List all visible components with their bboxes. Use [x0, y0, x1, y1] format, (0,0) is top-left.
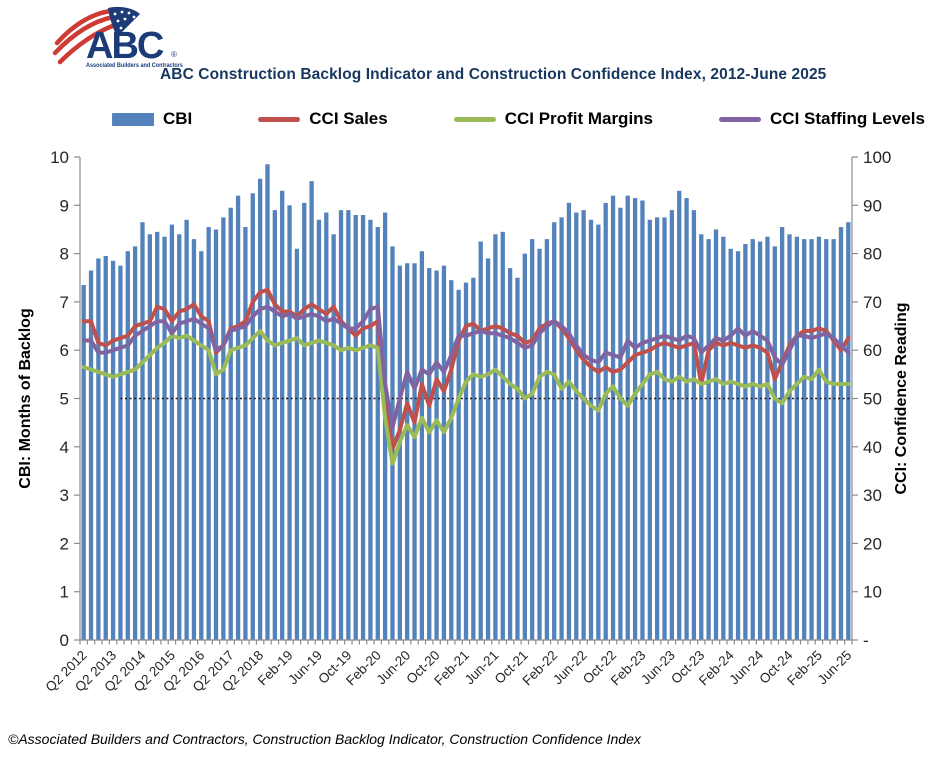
svg-text:60: 60	[863, 341, 882, 360]
chart-area: 0 1 2 3 4 5 6 7 8 9 10 - 10 20 30 40 50 60 70 80 90 100 Q2 201…	[0, 140, 936, 728]
flag-icon	[52, 6, 140, 65]
svg-text:40: 40	[863, 438, 882, 457]
svg-text:-: -	[863, 631, 869, 650]
legend-item-cbi: CBI	[112, 109, 192, 129]
svg-text:4: 4	[60, 438, 69, 457]
legend: CBI CCI Sales CCI Profit Margins CCI Sta…	[112, 109, 925, 129]
chart-svg: 0 1 2 3 4 5 6 7 8 9 10 - 10 20 30 40 50 60 70 80 90 100 Q2 201…	[17, 148, 910, 695]
svg-text:70: 70	[863, 293, 882, 312]
svg-text:3: 3	[60, 486, 69, 505]
svg-text:20: 20	[863, 534, 882, 553]
cbi-bars	[81, 164, 851, 641]
right-axis-tick-labels: - 10 20 30 40 50 60 70 80 90 100	[863, 148, 891, 650]
svg-text:1: 1	[60, 583, 69, 602]
legend-item-label: CBI	[163, 109, 193, 128]
svg-text:90: 90	[863, 196, 882, 215]
svg-text:5: 5	[60, 390, 69, 409]
cci-profit-margins-line-swatch-icon	[453, 116, 496, 122]
logo-text: ABC	[86, 25, 164, 67]
right-axis-title: CCI: Confidence Reading	[893, 302, 910, 494]
svg-text:80: 80	[863, 245, 882, 264]
cci-sales-line-swatch-icon	[258, 116, 301, 122]
legend-item-label: CCI Staffing Levels	[770, 109, 925, 128]
left-axis-title: CBI: Months of Backlog	[17, 308, 34, 488]
svg-text:0: 0	[60, 631, 69, 650]
svg-text:10: 10	[863, 583, 882, 602]
cci-staffing-levels-line	[81, 304, 851, 430]
cci-staffing-levels-line-swatch-icon	[719, 116, 762, 122]
left-axis-tick-labels: 0 1 2 3 4 5 6 7 8 9 10	[50, 148, 69, 650]
axes	[74, 156, 858, 645]
svg-text:6: 6	[60, 341, 69, 360]
legend-item-cci-profit-margins: CCI Profit Margins	[453, 109, 654, 129]
svg-text:100: 100	[863, 148, 891, 167]
legend-item-label: CCI Sales	[309, 109, 388, 128]
abc-logo: ABC ® Associated Builders and Contractor…	[52, 6, 184, 69]
svg-text:30: 30	[863, 486, 882, 505]
svg-text:9: 9	[60, 196, 69, 215]
footer-credit: ©Associated Builders and Contractors, Co…	[8, 731, 641, 747]
svg-text:10: 10	[50, 148, 69, 167]
svg-text:Jun-25: Jun-25	[815, 648, 855, 688]
cci-profit-margins-line	[81, 328, 851, 466]
svg-text:2: 2	[60, 534, 69, 553]
logo-tagline: Associated Builders and Contractors	[86, 63, 184, 69]
logo-registered-icon: ®	[171, 50, 177, 59]
legend-item-label: CCI Profit Margins	[504, 109, 654, 128]
page-title: ABC Construction Backlog Indicator and C…	[160, 66, 827, 83]
legend-item-cci-staffing-levels: CCI Staffing Levels	[719, 109, 925, 129]
cbi-bar-swatch-icon	[112, 112, 154, 126]
svg-text:50: 50	[863, 390, 882, 409]
legend-item-cci-sales: CCI Sales	[258, 109, 388, 129]
svg-text:7: 7	[60, 293, 69, 312]
svg-text:8: 8	[60, 245, 69, 264]
